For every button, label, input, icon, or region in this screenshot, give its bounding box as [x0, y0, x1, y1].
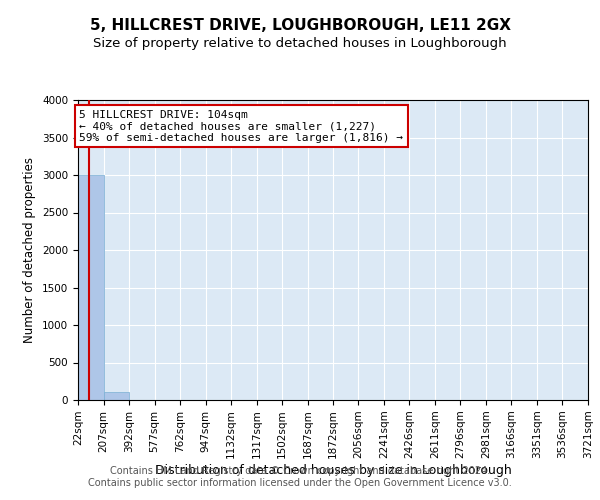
Text: 5 HILLCREST DRIVE: 104sqm
← 40% of detached houses are smaller (1,227)
59% of se: 5 HILLCREST DRIVE: 104sqm ← 40% of detac… — [79, 110, 403, 143]
Text: 5, HILLCREST DRIVE, LOUGHBOROUGH, LE11 2GX: 5, HILLCREST DRIVE, LOUGHBOROUGH, LE11 2… — [89, 18, 511, 32]
Text: Size of property relative to detached houses in Loughborough: Size of property relative to detached ho… — [93, 38, 507, 51]
Text: Contains HM Land Registry data © Crown copyright and database right 2024.
Contai: Contains HM Land Registry data © Crown c… — [88, 466, 512, 487]
Bar — [104, 392, 129, 400]
Y-axis label: Number of detached properties: Number of detached properties — [23, 157, 37, 343]
Bar — [78, 175, 104, 400]
X-axis label: Distribution of detached houses by size in Loughborough: Distribution of detached houses by size … — [155, 464, 511, 477]
